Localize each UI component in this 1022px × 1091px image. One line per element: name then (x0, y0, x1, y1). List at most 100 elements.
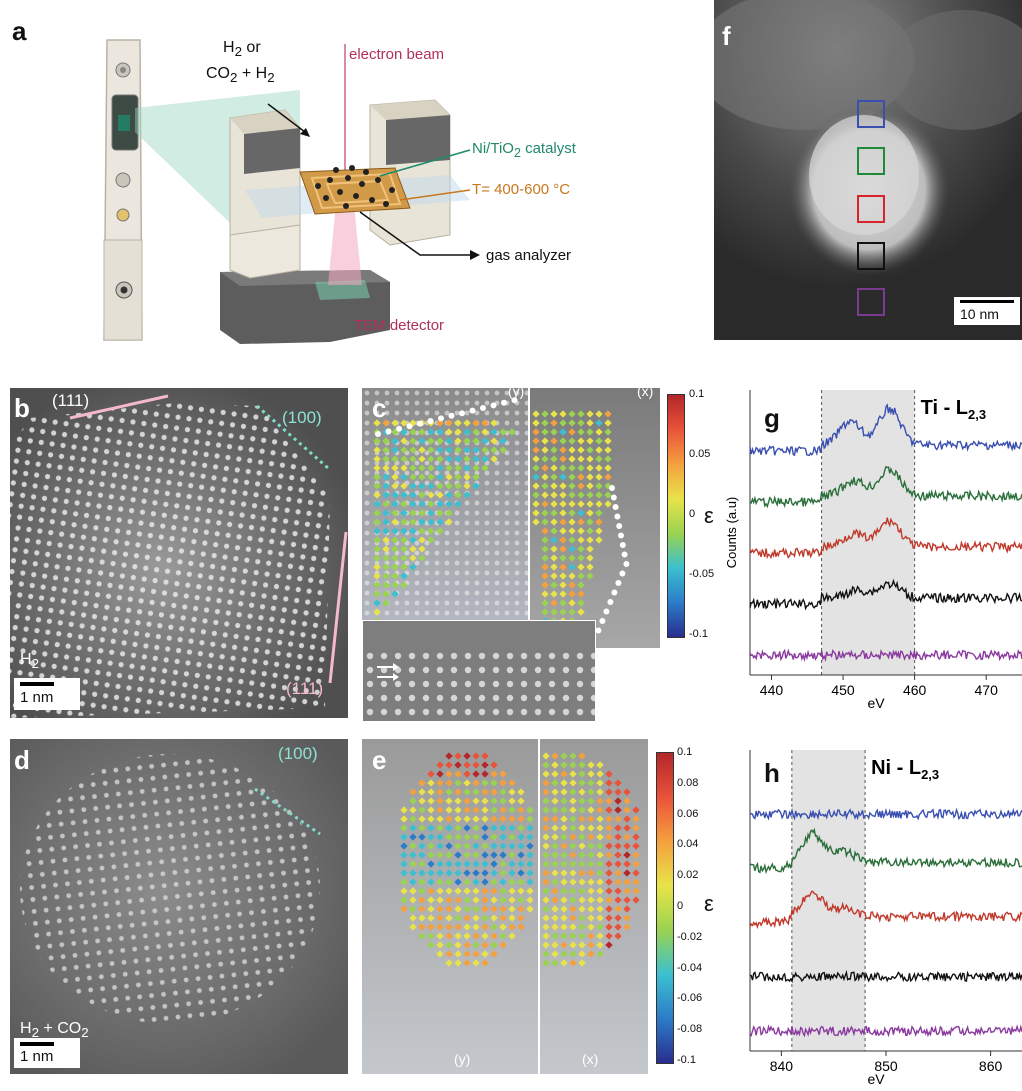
strain-marker (391, 491, 399, 499)
spectrum-series-3 (749, 578, 1022, 611)
x-tick-label: 450 (831, 682, 855, 698)
colorbar-tick-label: 0.05 (689, 448, 711, 460)
strain-marker (427, 491, 435, 499)
x-tick-label: 470 (975, 682, 999, 698)
edge-atom-marker (595, 627, 602, 634)
roi-box-green (857, 147, 885, 175)
edge-atom-marker (459, 410, 465, 417)
panel-e-x-label: (x) (582, 1051, 599, 1067)
panel-letter-c: c (372, 393, 387, 423)
strain-marker (490, 896, 498, 904)
strain-marker (499, 437, 507, 445)
x-tick-label: 440 (760, 682, 784, 698)
colorbar-tick-label: 0.06 (677, 807, 699, 820)
strain-marker (391, 482, 399, 490)
strain-marker (481, 437, 489, 445)
strain-marker (454, 491, 462, 499)
strain-marker (445, 482, 453, 490)
spectrum-series-4 (749, 1024, 1022, 1038)
panel-letter-f: f (722, 21, 731, 51)
strain-marker (400, 428, 408, 436)
strain-marker (463, 419, 471, 427)
strain-marker (490, 437, 498, 445)
edge-atom-marker (611, 589, 618, 596)
panel-letter-e: e (372, 745, 387, 775)
gas-analyzer-label: gas analyzer (486, 247, 572, 264)
strain-marker (490, 428, 498, 436)
edge-atom-marker (396, 425, 402, 432)
facet-111-bottom-label: (111) (286, 679, 324, 698)
strain-marker (445, 419, 453, 427)
panel-c-inset-svg (363, 651, 595, 721)
strain-marker (418, 464, 426, 472)
strain-marker (418, 500, 426, 508)
strain-marker (427, 482, 435, 490)
gas-label-b: H2 (20, 651, 39, 672)
strain-marker (427, 437, 435, 445)
strain-marker (499, 941, 507, 949)
strain-marker (499, 428, 507, 436)
edge-atom-marker (469, 407, 476, 414)
strain-marker (436, 446, 444, 454)
strain-marker (481, 446, 489, 454)
panel-d-stem-image (10, 739, 348, 1074)
strain-marker (436, 464, 444, 472)
strain-marker (382, 500, 390, 508)
strain-marker (382, 455, 390, 463)
panel-f-stem-image (714, 0, 1022, 340)
edge-atom-marker (614, 513, 621, 520)
strain-marker (391, 419, 399, 427)
strain-marker (454, 464, 462, 472)
gas-h2-label: H2 or (223, 39, 261, 60)
colorbar-tick-label: -0.04 (677, 961, 703, 974)
panel-c-colorbar (667, 394, 685, 638)
strain-marker (454, 419, 462, 427)
edge-atom-marker (607, 599, 614, 605)
panel-d-svg (10, 739, 348, 1074)
spectrum-series-1 (749, 827, 1022, 875)
edge-atom-marker (619, 570, 626, 577)
panel-e-x-svg (540, 739, 648, 1074)
strain-marker (436, 491, 444, 499)
edge-atom-marker (610, 494, 617, 501)
panel-c-y-map (362, 388, 528, 648)
y-axis-label: Counts (a.u) (724, 497, 739, 569)
panel-c-epsilon: ε (704, 503, 714, 528)
strain-marker (436, 428, 444, 436)
strain-marker (445, 500, 453, 508)
strain-marker (418, 482, 426, 490)
panel-f-overlay: 10 nm (714, 0, 1022, 340)
gas-co2-h2-label: CO2 + H2 (206, 65, 275, 86)
strain-marker (454, 446, 462, 454)
edge-atom-marker (480, 405, 486, 411)
strain-marker (418, 473, 426, 481)
strain-marker (463, 437, 471, 445)
strain-marker (382, 491, 390, 499)
panel-f-svg (714, 0, 1022, 340)
strain-marker (499, 896, 507, 904)
strain-marker (454, 473, 462, 481)
strain-marker (427, 464, 435, 472)
x-axis-label: eV (867, 1071, 885, 1087)
strain-marker (499, 878, 507, 886)
strain-marker (418, 455, 426, 463)
strain-marker (400, 446, 408, 454)
strain-marker (400, 419, 408, 427)
gas-label-d: H2 + CO2 (20, 1020, 89, 1041)
x-tick-label: 840 (770, 1058, 794, 1074)
panel-b-svg (10, 388, 348, 718)
holder-schematic-svg (103, 39, 480, 344)
edge-atom-marker (616, 523, 623, 529)
colorbar-tick-label: -0.02 (677, 930, 703, 943)
panel-c-inset (362, 620, 596, 722)
panel-e-colorbar (656, 752, 674, 1064)
strain-marker (490, 455, 498, 463)
strain-marker (445, 464, 453, 472)
panel-e-x-map (540, 739, 648, 1074)
panel-b-stem-image (10, 388, 348, 718)
strain-marker (391, 455, 399, 463)
strain-marker (472, 455, 480, 463)
edge-atom-marker (623, 561, 630, 567)
strain-marker (400, 455, 408, 463)
spectrum-series-2 (749, 890, 1022, 930)
